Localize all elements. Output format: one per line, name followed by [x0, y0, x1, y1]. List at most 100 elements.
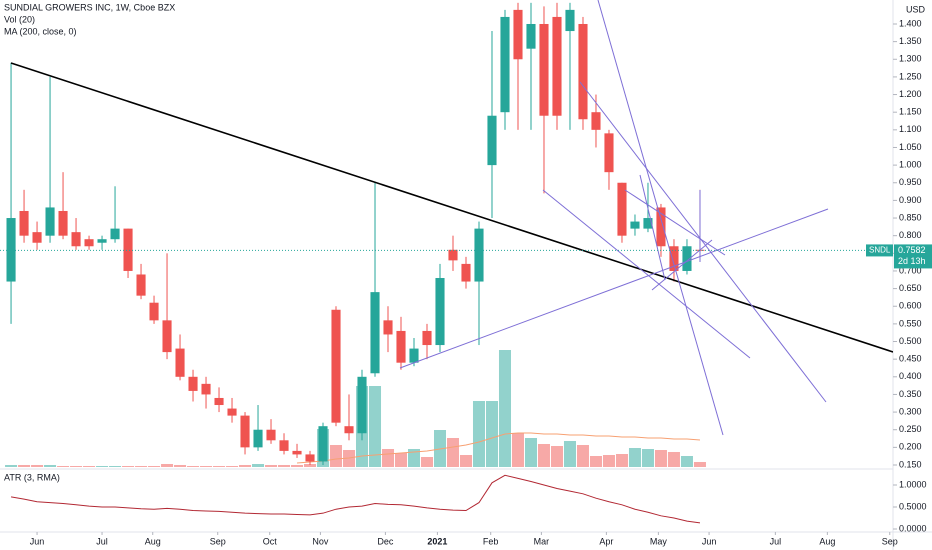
x-tick-label: Dec — [377, 536, 394, 546]
candle-body — [409, 348, 419, 363]
y-tick-label: 0.700 — [899, 265, 922, 275]
volume-bar — [511, 433, 524, 467]
indicator-label: Vol (20) — [4, 14, 35, 24]
volume-bar — [200, 466, 213, 467]
volume-bar — [83, 466, 96, 467]
x-tick-label: Feb — [483, 536, 499, 546]
candle-body — [45, 207, 55, 236]
trend-line — [624, 189, 726, 256]
volume-bar — [382, 449, 395, 467]
trend-line — [651, 239, 713, 291]
main-pane — [5, 2, 706, 467]
y-tick-label: 1.150 — [899, 107, 922, 117]
price-tag-symbol-bg — [866, 244, 893, 257]
candle-body — [6, 218, 16, 282]
candle-body — [201, 383, 211, 395]
candle-body — [162, 320, 172, 353]
y-tick-label: 0.300 — [899, 406, 922, 416]
y-tick-label: 0.150 — [899, 459, 922, 469]
candle-body — [97, 239, 107, 243]
y-tick-label: 0.500 — [899, 336, 922, 346]
volume-bar — [226, 466, 239, 467]
volume-bar — [602, 455, 615, 467]
volume-bar — [421, 457, 434, 467]
candle-body — [435, 278, 445, 346]
y2-tick-label: 0.5000 — [899, 501, 927, 511]
candle-body — [292, 450, 302, 455]
volume-bar — [187, 466, 200, 467]
volume-bar — [31, 465, 44, 467]
x-tick-label: May — [650, 536, 668, 546]
x-tick-label: Jun — [702, 536, 717, 546]
trend-line — [639, 174, 666, 281]
volume-bar — [304, 464, 317, 467]
volume-bar — [563, 441, 576, 467]
volume-bar — [550, 446, 563, 467]
price-tag-symbol: SNDL — [869, 246, 891, 255]
volume-ma-line — [296, 432, 701, 464]
candle-body — [500, 16, 510, 113]
volume-bar — [693, 462, 706, 467]
candle-body — [591, 112, 601, 130]
volume-bar — [408, 449, 421, 467]
candle-body — [526, 23, 536, 49]
trend-line — [597, 0, 724, 436]
y-tick-label: 0.600 — [899, 301, 922, 311]
volume-bar — [148, 466, 161, 467]
volume-bar — [5, 465, 18, 467]
volume-bar — [667, 452, 680, 467]
indicator-label: MA (200, close, 0) — [4, 26, 77, 36]
y-tick-label: 1.400 — [899, 18, 922, 28]
candle-body — [110, 228, 120, 240]
x-tick-label: Jun — [30, 536, 45, 546]
x-tick-label: Jul — [96, 536, 108, 546]
candle-body — [682, 246, 692, 271]
volume-bar — [239, 465, 252, 467]
candle-body — [617, 182, 627, 236]
price-tag-bg — [894, 244, 932, 269]
volume-bar — [57, 466, 70, 467]
y-tick-label: 1.000 — [899, 159, 922, 169]
volume-bar — [576, 445, 589, 467]
y-tick-label: 0.850 — [899, 212, 922, 222]
y-tick-label: 0.350 — [899, 389, 922, 399]
candle-body — [474, 228, 484, 282]
volume-bar — [680, 456, 693, 467]
y-tick-label: 1.050 — [899, 142, 922, 152]
candle-body — [227, 408, 237, 416]
volume-bar — [330, 445, 343, 467]
y-tick-label: 0.250 — [899, 424, 922, 434]
candle-body — [565, 9, 575, 32]
x-tick-label: Oct — [263, 536, 278, 546]
y-tick-label: 1.200 — [899, 89, 922, 99]
candle-body — [656, 207, 666, 247]
y-tick-label: 1.300 — [899, 54, 922, 64]
trend-line — [579, 81, 827, 403]
volume-bar — [122, 466, 135, 467]
candle-body — [214, 397, 224, 406]
volume-bar — [615, 454, 628, 467]
y-tick-label: 0.550 — [899, 318, 922, 328]
volume-bar — [654, 450, 667, 467]
candle-body — [604, 133, 614, 173]
candle-body — [175, 348, 185, 377]
candle-body — [318, 426, 328, 462]
candle-body — [19, 210, 29, 236]
atr-line — [10, 474, 701, 524]
currency-label: USD — [906, 4, 926, 14]
candle-body — [123, 228, 133, 271]
volume-bar — [18, 465, 31, 467]
volume-bar — [589, 456, 602, 467]
trend-line — [399, 208, 829, 369]
x-tick-label: Nov — [312, 536, 329, 546]
volume-bar — [135, 466, 148, 467]
y2-tick-label: 0.0000 — [899, 523, 927, 533]
x-tick-label: Aug — [819, 536, 835, 546]
volume-bar — [524, 438, 537, 467]
candle-body — [578, 23, 588, 120]
candle-body — [448, 249, 458, 261]
candle-body — [305, 454, 315, 462]
candle-body — [188, 376, 198, 391]
y-tick-label: 0.400 — [899, 371, 922, 381]
candle-body — [539, 23, 549, 116]
